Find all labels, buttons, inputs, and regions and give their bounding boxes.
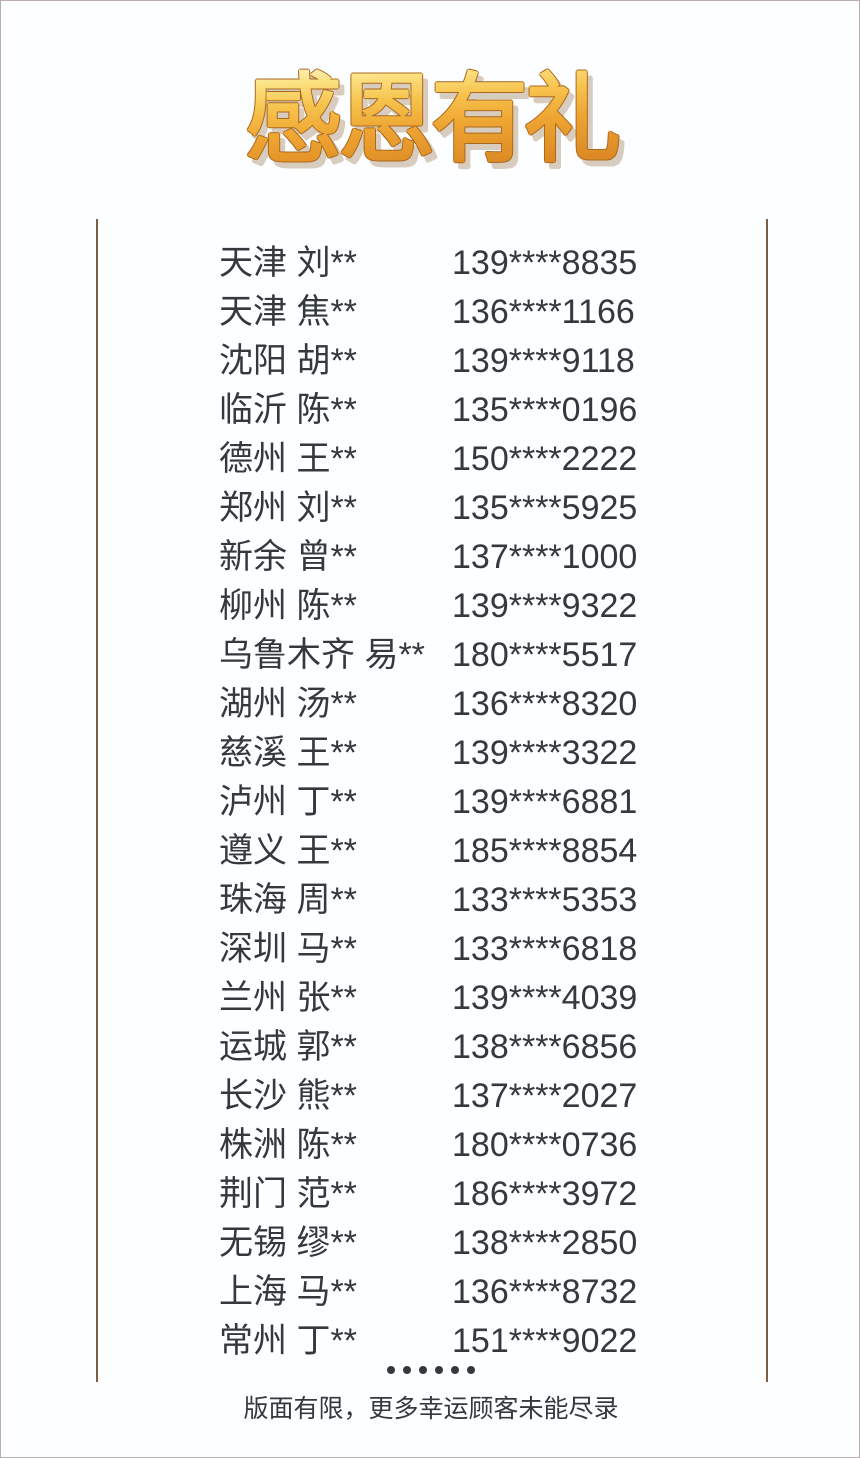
svg-text:感恩有礼: 感恩有礼 bbox=[245, 65, 619, 174]
